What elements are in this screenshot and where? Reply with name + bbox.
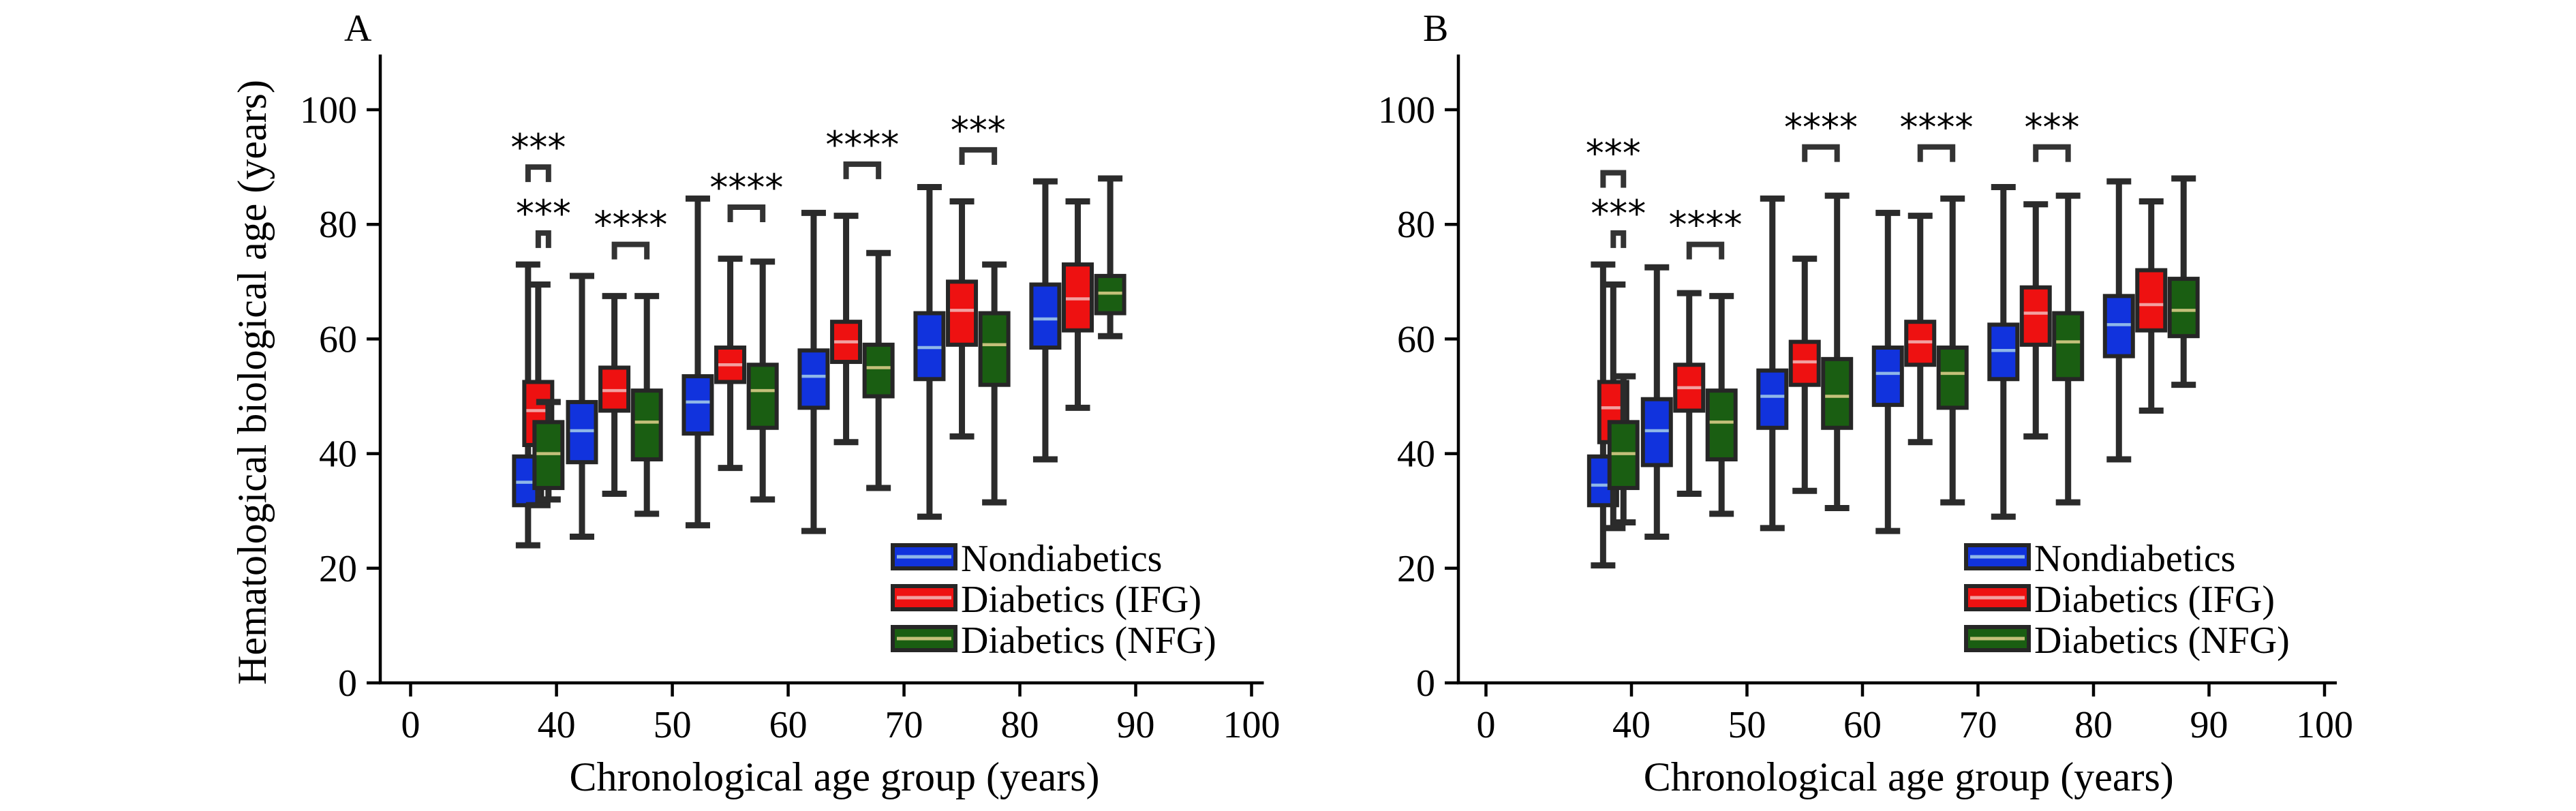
legend-label: Nondiabetics [961, 538, 1162, 580]
box [2019, 285, 2052, 347]
x-tick-label: 80 [2074, 704, 2113, 746]
box [1871, 346, 1904, 408]
x-tick-label: 60 [769, 704, 808, 746]
box-group [1029, 175, 1126, 463]
x-tick-label: 70 [885, 704, 923, 746]
significance-bracket [611, 241, 650, 260]
box-group [797, 209, 895, 534]
y-tick-label: 80 [1397, 204, 1435, 246]
box [2135, 268, 2168, 333]
box [2167, 277, 2200, 339]
significance-stars: *** [1586, 132, 1641, 175]
significance-stars: **** [709, 166, 783, 209]
significance-bracket [525, 164, 551, 183]
box [1029, 282, 1062, 350]
legend-label: Diabetics (IFG) [2034, 579, 2275, 621]
x-tick-label: 100 [2296, 704, 2353, 746]
y-tick-label: 100 [300, 89, 357, 132]
box [1936, 346, 1969, 410]
significance-bracket [959, 147, 998, 165]
significance-bracket [1686, 241, 1725, 260]
y-tick-label: 20 [319, 548, 357, 590]
x-axis-label: Chronological age group (years) [1644, 754, 2174, 799]
box-group [1871, 195, 1969, 534]
x-tick-label: 60 [1843, 704, 1882, 746]
significance-stars: *** [510, 126, 566, 169]
box [1756, 368, 1789, 430]
legend-label: Diabetics (NFG) [961, 619, 1216, 662]
y-tick-label: 0 [1416, 662, 1435, 705]
x-axis-label: Chronological age group (years) [569, 754, 1099, 799]
box [978, 311, 1011, 387]
box-group [1586, 261, 1640, 569]
box [630, 388, 663, 462]
legend-label: Diabetics (NFG) [2034, 619, 2290, 662]
legend-label: Nondiabetics [2034, 538, 2235, 580]
significance-bracket [843, 161, 882, 179]
significance-stars: *** [1591, 192, 1646, 235]
box [862, 342, 895, 399]
box [2052, 311, 2085, 382]
significance-stars: **** [1784, 106, 1858, 149]
panel-label: B [1423, 7, 1448, 50]
y-tick-label: 100 [1378, 89, 1435, 132]
significance-stars: **** [594, 204, 667, 247]
box-group [1987, 184, 2085, 520]
y-tick-label: 40 [1397, 433, 1435, 476]
box-group [2102, 175, 2200, 463]
significance-stars: *** [516, 192, 571, 235]
y-tick-label: 40 [319, 433, 357, 476]
significance-bracket [535, 230, 551, 248]
x-tick-label: 50 [654, 704, 692, 746]
panel-label: A [344, 7, 372, 50]
significance-bracket [1600, 170, 1627, 188]
legend-label: Diabetics (IFG) [961, 579, 1201, 621]
panel-b: B 0 20 40 60 80 100 0 40 50 60 70 80 90 100 Chronologic… [1378, 7, 2353, 799]
significance-bracket [727, 204, 766, 222]
significance-bracket [1917, 144, 1956, 162]
y-axis-label: Hematological biological age (years) [230, 80, 275, 685]
significance-stars: *** [951, 109, 1006, 152]
x-tick-label: 100 [1223, 704, 1281, 746]
significance-stars: **** [825, 123, 899, 166]
x-tick-label: 0 [1477, 704, 1496, 746]
x-tick-label: 40 [1612, 704, 1651, 746]
significance-stars: *** [2024, 106, 2079, 149]
box-group [1640, 264, 1738, 540]
y-tick-label: 60 [319, 318, 357, 361]
x-tick-label: 50 [1728, 704, 1766, 746]
box-group [1756, 192, 1854, 532]
box [746, 363, 779, 430]
panel-a: A 0 20 40 60 80 100 0 40 50 60 70 80 90 100 Hematologic… [230, 7, 1281, 799]
box [1821, 356, 1854, 430]
significance-stars: **** [1899, 106, 1973, 149]
box [946, 279, 979, 347]
box-group [913, 184, 1011, 520]
box [1705, 388, 1738, 462]
x-tick-label: 90 [2190, 704, 2228, 746]
y-tick-label: 60 [1397, 318, 1435, 361]
x-tick-label: 70 [1959, 704, 1997, 746]
box-group [512, 261, 565, 549]
significance-stars: **** [1668, 204, 1742, 247]
significance-bracket [1610, 230, 1627, 248]
significance-bracket [1802, 144, 1840, 162]
x-tick-label: 0 [401, 704, 420, 746]
y-tick-label: 0 [338, 662, 357, 705]
y-tick-label: 20 [1397, 548, 1435, 590]
box [681, 374, 714, 436]
y-tick-label: 80 [319, 204, 357, 246]
box-group [566, 273, 663, 540]
box-group [681, 195, 779, 529]
x-tick-label: 80 [1001, 704, 1039, 746]
x-tick-label: 90 [1117, 704, 1155, 746]
significance-bracket [2033, 144, 2071, 162]
x-tick-label: 40 [538, 704, 576, 746]
box [797, 348, 830, 410]
